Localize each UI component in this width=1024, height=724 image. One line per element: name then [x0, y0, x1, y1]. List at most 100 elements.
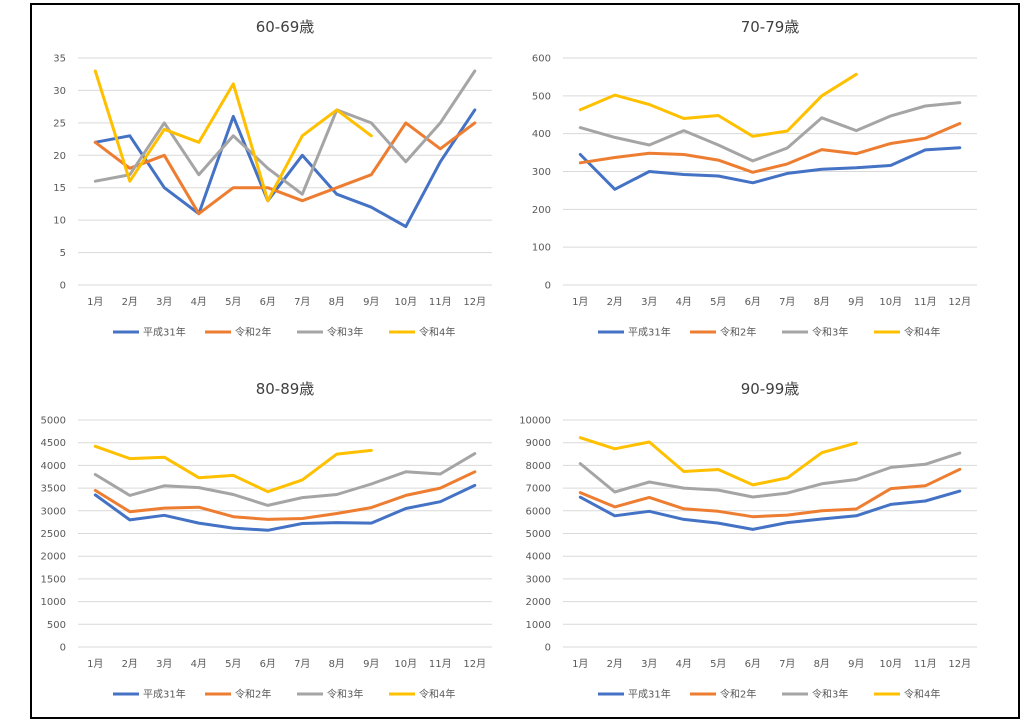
legend-label: 令和2年	[235, 688, 271, 701]
series-line-令和3年	[578, 101, 962, 163]
x-tick-label: 4月	[676, 296, 692, 308]
y-tick-label: 0	[60, 281, 66, 292]
y-tick-label: 5000	[41, 416, 66, 427]
x-tick-label: 3月	[156, 296, 172, 308]
series-line-平成31年	[578, 146, 962, 191]
series-line-令和2年	[93, 470, 477, 521]
legend-label: 令和4年	[904, 688, 940, 701]
y-tick-label: 400	[532, 129, 551, 140]
series-line-令和2年	[578, 122, 962, 174]
series-line-令和4年	[578, 436, 858, 487]
y-tick-label: 200	[532, 205, 551, 216]
y-tick-label: 30	[53, 86, 66, 97]
y-tick-label: 2000	[41, 552, 66, 563]
x-tick-label: 10月	[879, 658, 902, 670]
x-tick-label: 8月	[814, 658, 830, 670]
chart-panel-80-89: 80-89歳 0 500 1000 1500 2000 2500 3000 3500 4000 45…	[40, 372, 500, 707]
series-line-令和3年	[578, 451, 962, 499]
x-tick-label: 12月	[948, 658, 971, 670]
y-tick-label: 10	[53, 216, 66, 227]
y-tick-label: 15	[53, 183, 66, 194]
legend-label: 令和4年	[419, 688, 455, 701]
x-tick-label: 6月	[260, 658, 276, 670]
y-tick-label: 5000	[526, 529, 551, 540]
y-tick-label: 1000	[41, 597, 66, 608]
x-tick-label: 3月	[641, 296, 657, 308]
series-line-令和4年	[93, 69, 373, 203]
chart-title: 90-99歳	[741, 380, 800, 398]
legend-label: 平成31年	[143, 326, 186, 339]
legend-label: 平成31年	[628, 326, 671, 339]
legend-label: 令和4年	[904, 326, 940, 339]
chart-80-89: 80-89歳 0 500 1000 1500 2000 2500 3000 3500 4000 45…	[41, 380, 492, 701]
legend-label: 令和2年	[235, 326, 271, 339]
chart-70-79: 70-79歳 0 100 200 300 400 500 600 1月 2月 3月 4月 5月 6月 7月 8…	[532, 18, 977, 339]
y-tick-label: 4000	[526, 552, 551, 563]
legend-label: 平成31年	[143, 688, 186, 701]
x-tick-label: 7月	[779, 296, 795, 308]
y-tick-label: 10000	[519, 416, 551, 427]
y-tick-label: 0	[545, 281, 551, 292]
y-tick-label: 500	[47, 620, 66, 631]
legend-label: 令和3年	[812, 326, 848, 339]
x-tick-label: 12月	[463, 658, 486, 670]
x-tick-label: 4月	[676, 658, 692, 670]
chart-title: 60-69歳	[256, 18, 315, 36]
x-tick-label: 9月	[363, 296, 379, 308]
y-tick-label: 0	[545, 643, 551, 654]
x-tick-label: 3月	[641, 658, 657, 670]
y-tick-label: 4500	[41, 438, 66, 449]
x-tick-label: 5月	[710, 296, 726, 308]
y-tick-label: 300	[532, 167, 551, 178]
x-tick-label: 5月	[710, 658, 726, 670]
x-tick-label: 12月	[463, 296, 486, 308]
x-tick-label: 1月	[572, 296, 588, 308]
x-tick-label: 3月	[156, 658, 172, 670]
chart-title: 70-79歳	[741, 18, 800, 36]
y-tick-label: 25	[53, 118, 66, 129]
x-tick-label: 9月	[363, 658, 379, 670]
x-tick-label: 7月	[779, 658, 795, 670]
series-line-令和2年	[93, 121, 477, 216]
y-tick-label: 2000	[526, 597, 551, 608]
y-tick-label: 8000	[526, 461, 551, 472]
x-tick-label: 12月	[948, 296, 971, 308]
y-tick-label: 600	[532, 54, 551, 65]
x-tick-label: 5月	[225, 296, 241, 308]
y-tick-label: 3500	[41, 484, 66, 495]
series-line-令和3年	[93, 69, 477, 196]
x-tick-label: 5月	[225, 658, 241, 670]
y-tick-label: 9000	[526, 438, 551, 449]
x-tick-label: 4月	[191, 296, 207, 308]
x-tick-label: 6月	[745, 658, 761, 670]
legend-label: 令和4年	[419, 326, 455, 339]
y-tick-label: 0	[60, 643, 66, 654]
x-tick-label: 11月	[914, 658, 937, 670]
x-tick-label: 4月	[191, 658, 207, 670]
chart-panel-60-69: 60-69歳 0 5 10 15 20 25 30 35 1月 2月 3月 4月 5月 6月 7月 8月 9月 10…	[40, 10, 500, 345]
legend-label: 令和3年	[327, 688, 363, 701]
x-tick-label: 2月	[607, 658, 623, 670]
y-tick-label: 500	[532, 91, 551, 102]
y-tick-label: 5	[60, 248, 66, 259]
x-tick-label: 1月	[87, 296, 103, 308]
y-tick-label: 3000	[41, 506, 66, 517]
y-tick-label: 4000	[41, 461, 66, 472]
series-line-令和4年	[578, 72, 858, 138]
series-line-平成31年	[93, 483, 477, 532]
y-tick-label: 100	[532, 243, 551, 254]
legend-label: 令和2年	[720, 326, 756, 339]
legend-label: 令和3年	[812, 688, 848, 701]
y-tick-label: 1500	[41, 574, 66, 585]
x-tick-label: 1月	[87, 658, 103, 670]
chart-frame	[30, 3, 1020, 719]
x-tick-label: 2月	[122, 296, 138, 308]
legend-label: 平成31年	[628, 688, 671, 701]
x-tick-label: 6月	[745, 296, 761, 308]
series-line-平成31年	[578, 489, 962, 531]
x-tick-label: 6月	[260, 296, 276, 308]
x-tick-label: 1月	[572, 658, 588, 670]
chart-90-99: 90-99歳 0 1000 2000 3000 4000 5000 6000 7000 8000 9…	[519, 380, 977, 701]
series-line-令和2年	[578, 467, 962, 519]
chart-panel-90-99: 90-99歳 0 1000 2000 3000 4000 5000 6000 7000 8000 9…	[519, 372, 985, 707]
